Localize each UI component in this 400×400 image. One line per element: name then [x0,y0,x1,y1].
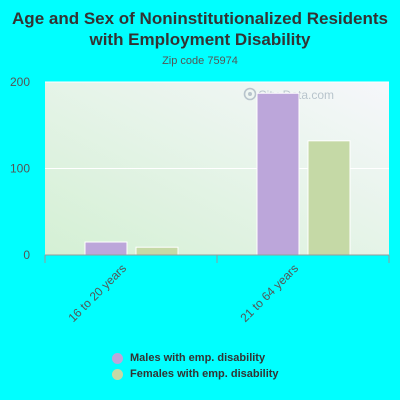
bar-males-1[interactable] [256,92,300,256]
bar-females-0[interactable] [135,246,179,256]
bar-males-0[interactable] [84,241,128,256]
legend-item-females: Females with emp. disability [112,366,279,382]
x-tick-label: 16 to 20 years [65,261,129,325]
y-tick-label: 0 [23,248,30,262]
chart-subtitle: Zip code 75974 [162,55,238,67]
legend-swatch-males [112,352,123,364]
legend-swatch-females [112,368,123,380]
legend: Males with emp. disability Females with … [112,350,279,382]
legend-label-females: Females with emp. disability [130,368,279,380]
y-tick-label: 200 [10,75,30,89]
chart-title: Age and Sex of Noninstitutionalized Resi… [12,9,388,49]
x-tick-label: 21 to 64 years [237,261,301,325]
legend-item-males: Males with emp. disability [112,350,279,366]
y-tick-label: 100 [10,162,30,176]
bar-females-1[interactable] [307,140,351,256]
legend-label-males: Males with emp. disability [130,352,266,364]
